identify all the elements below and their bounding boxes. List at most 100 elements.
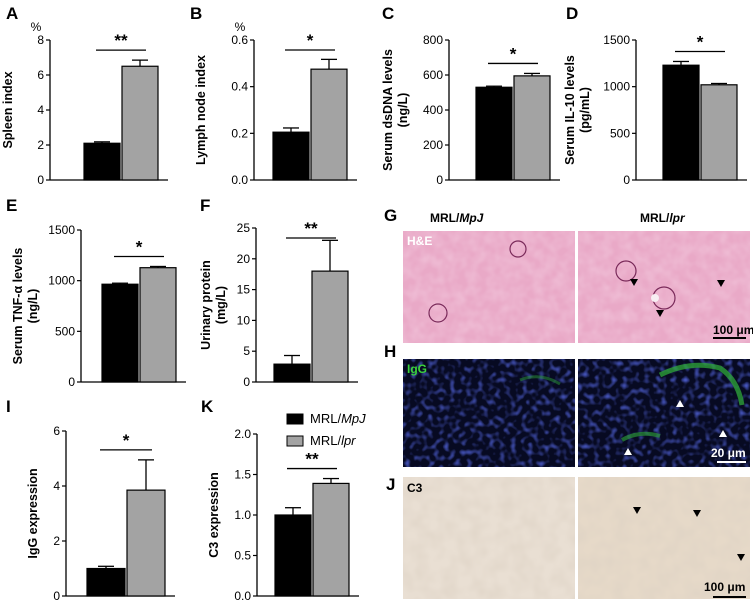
dapi-texture-mpj [403,359,575,467]
arrowhead-icon [717,280,725,287]
y-tick-label: 0.5 [234,549,251,563]
y-axis-label: Serum dsDNA levels [381,49,395,171]
column-title-lpr: MRL/lpr [640,211,686,225]
panel-label-j: J [386,475,395,494]
y-tick-label: 200 [423,138,443,152]
bar [513,75,551,181]
y-tick-label: 15 [237,283,251,297]
column-title-mpj: MRL/MpJ [430,211,484,225]
igg-signal [658,362,745,406]
y-tick-label: 500 [55,324,75,338]
bar [312,482,350,597]
bar [272,131,310,181]
y-tick-label: 10 [237,313,251,327]
glomerulus [615,260,637,282]
bar [700,84,738,181]
y-axis-unit-label: (ng/L) [396,93,410,128]
y-tick-label: 800 [423,33,443,47]
bar-chart-b: 0.0 0.2 0.4 0.6 *% Lymph node index [194,20,357,187]
micrograph-panel-h: IgG 20 μm [403,359,750,467]
ihc-texture-lpr [578,477,750,599]
bar [101,283,139,383]
panel-label-c: C [382,4,394,23]
y-tick-label: 0.2 [231,126,248,140]
y-tick-label: 4 [53,479,60,493]
panel-label-f: F [200,196,210,215]
y-axis-label: Serum TNF-α levels [11,248,25,365]
bar [311,270,349,383]
igg-signal [519,375,561,386]
bar [273,363,311,383]
stain-label-c3: C3 [407,481,423,495]
y-tick-label: 5 [243,344,250,358]
y-tick-label: 0 [53,589,60,603]
y-tick-label: 25 [237,221,251,235]
bar-chart-i: 0 2 4 6 * IgG expression [26,424,175,603]
y-axis-label: Lymph node index [194,55,208,165]
legend-label-lpr: MRL/lpr [310,433,356,448]
glomerulus [509,240,527,258]
bar-chart-f: 0 5 10 15 20 25 ** Urinary protein (mg/L) [199,219,358,389]
y-tick-label: 600 [423,68,443,82]
y-tick-label: 1000 [48,274,75,288]
y-tick-label: 0.6 [231,33,248,47]
arrowhead-icon [693,510,701,517]
y-tick-label: 0 [37,173,44,187]
significance-marker: * [307,31,314,50]
bar-chart-k: 0.0 0.5 1.0 1.5 2.0 ** C3 expression [207,427,359,603]
y-tick-label: 2 [37,138,44,152]
y-tick-label: 1500 [48,223,75,237]
legend-swatch-lpr [286,435,304,447]
bar [86,567,126,597]
unit-label: % [235,20,246,34]
arrowhead-icon [630,279,638,286]
igg-signal [621,431,661,442]
dapi-texture-lpr [578,359,750,467]
significance-marker: * [136,237,143,256]
panel-label-e: E [6,196,17,215]
y-axis-label: Spleen index [1,71,15,148]
y-axis-unit-label: (ng/L) [26,289,40,324]
significance-marker: * [123,431,130,450]
y-tick-label: 20 [237,252,251,266]
y-axis-label: C3 expression [207,472,221,557]
micrograph-panel-j: C3 100 μm [403,477,750,599]
bar [475,86,513,181]
panel-label-k: K [201,397,214,416]
bar [662,64,700,181]
y-tick-label: 1500 [603,33,630,47]
panel-label-d: D [566,4,578,23]
y-tick-label: 2 [53,534,60,548]
y-tick-label: 1.0 [234,508,251,522]
scale-label-h: 20 μm [711,446,746,460]
legend-label-mpj: MRL/MpJ [310,411,366,426]
y-tick-label: 1000 [603,80,630,94]
panel-label-b: B [190,4,202,23]
y-axis-unit-label: (pg/mL) [578,87,592,133]
y-tick-label: 0.0 [234,589,251,603]
panel-label-g: G [384,206,397,225]
arrowhead-icon [737,554,745,561]
significance-marker: ** [305,450,319,469]
arrowhead-icon [676,400,684,407]
y-tick-label: 0.0 [231,173,248,187]
y-tick-label: 6 [53,424,60,438]
y-tick-label: 0 [243,375,250,389]
glomerulus [428,303,448,323]
y-tick-label: 400 [423,103,443,117]
y-tick-label: 0 [68,375,75,389]
y-tick-label: 500 [610,126,630,140]
lumen [651,294,659,302]
bar [83,142,121,181]
arrowhead-icon [624,448,632,455]
significance-marker: * [697,32,704,51]
y-tick-label: 0.4 [231,80,248,94]
y-axis-unit-label: (mg/L) [214,286,228,324]
bar [310,68,348,181]
legend: MRL/MpJ MRL/lpr [286,411,366,448]
y-tick-label: 4 [37,103,44,117]
unit-label: % [31,20,42,34]
he-texture-mpj [403,231,575,343]
y-tick-label: 2.0 [234,427,251,441]
y-axis-label: Urinary protein [199,260,213,350]
